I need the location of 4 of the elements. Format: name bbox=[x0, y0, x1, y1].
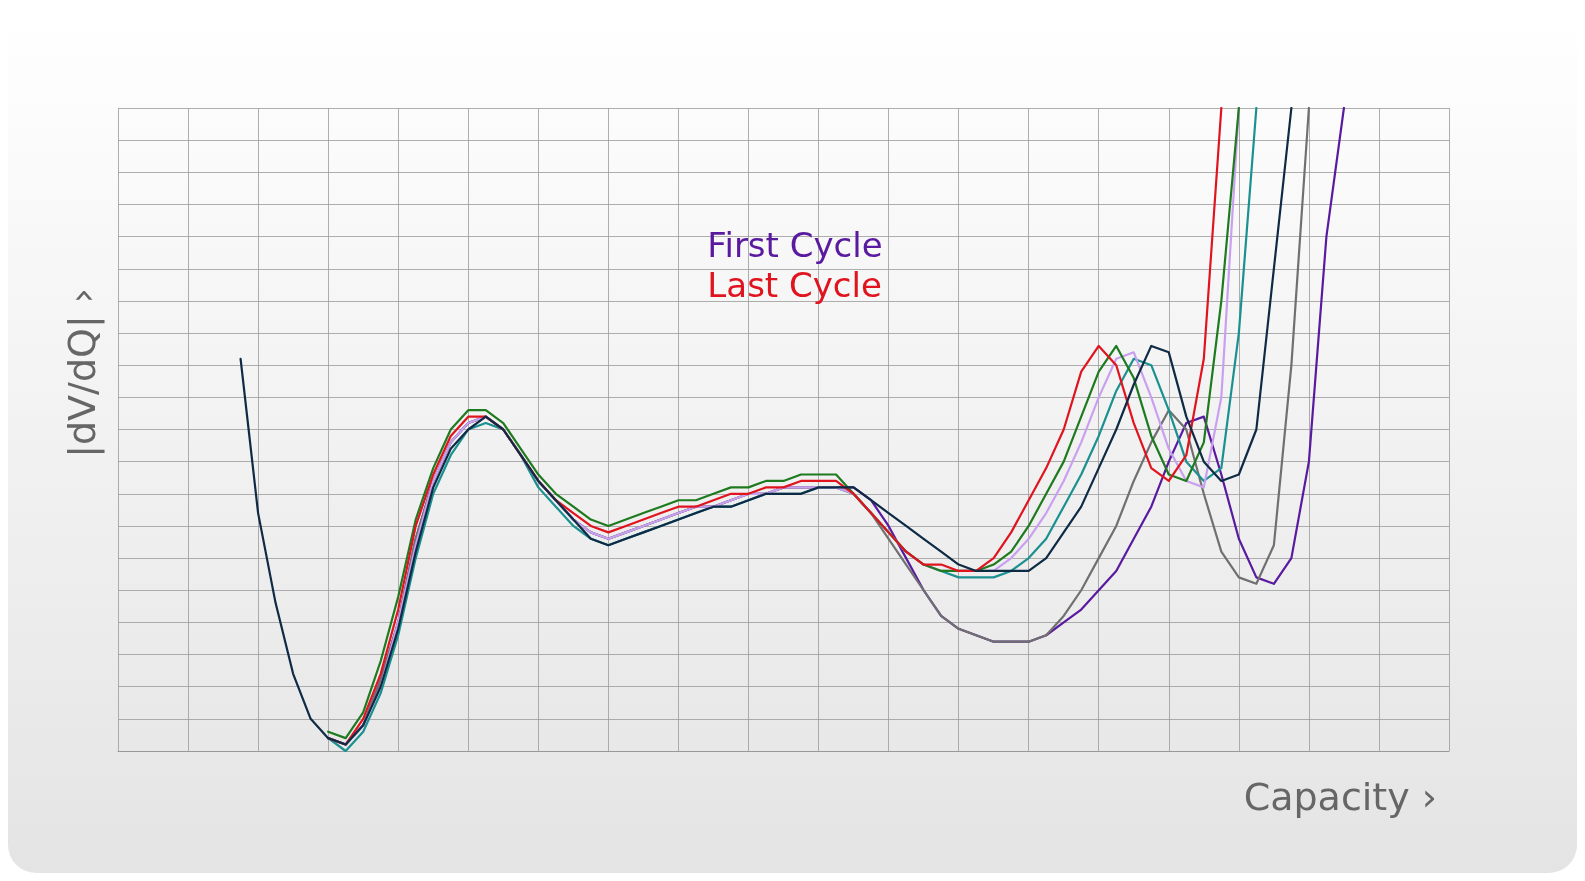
text: Last Cycle bbox=[707, 265, 882, 305]
x-axis-title: Capacity › bbox=[1243, 775, 1437, 819]
text: First Cycle bbox=[707, 225, 883, 265]
y-axis-title: |dV/dQ| › bbox=[60, 287, 105, 458]
